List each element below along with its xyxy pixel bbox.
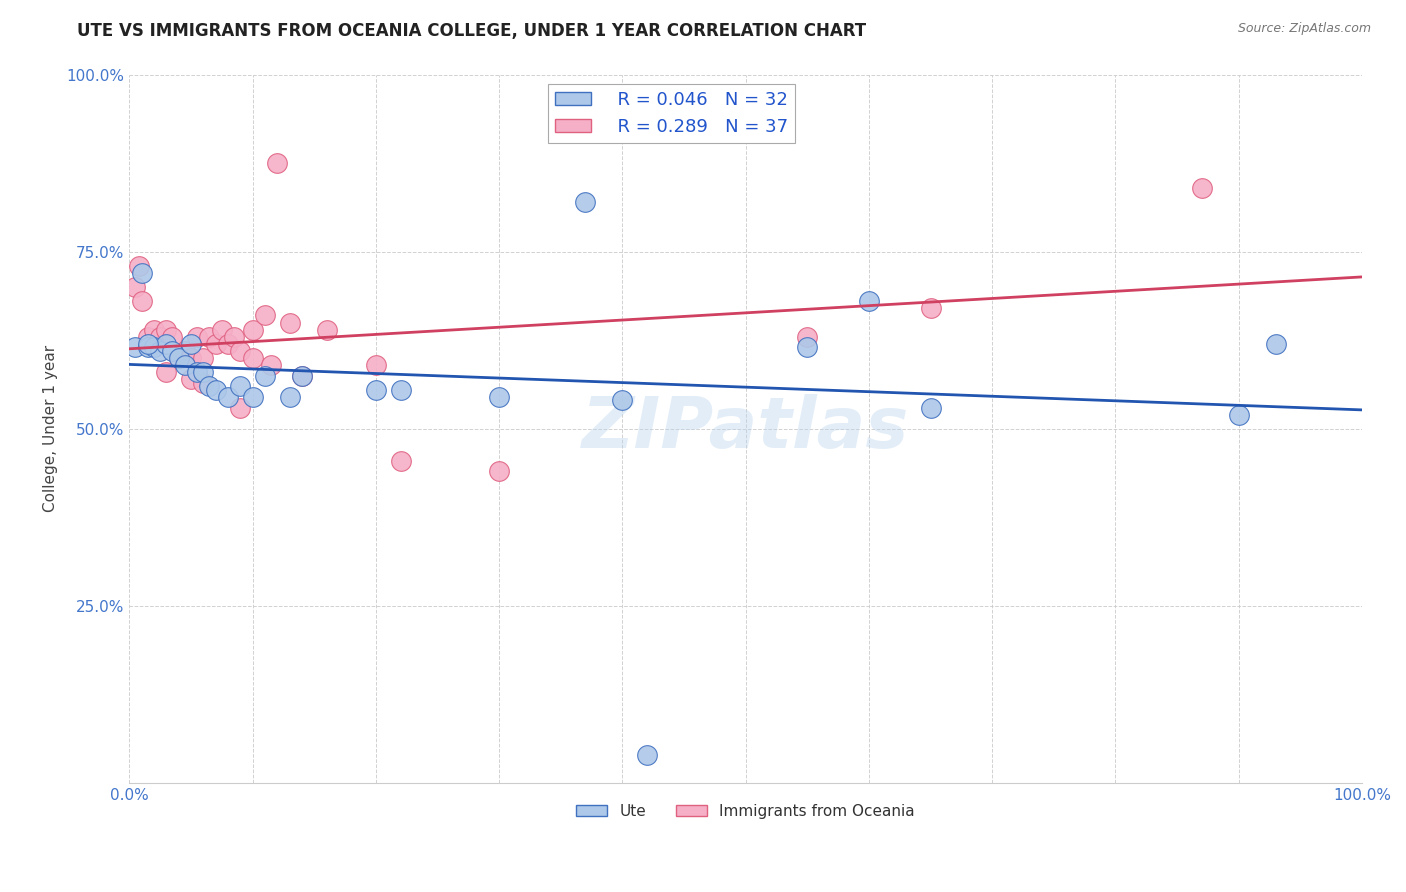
Point [136,329,159,343]
Point [260,358,283,372]
Point [278,316,301,330]
Point [131,266,153,280]
Point [242,322,264,336]
Point [574,195,596,210]
Point [211,322,233,336]
Point [612,393,634,408]
Point [167,351,190,365]
Y-axis label: College, Under 1 year: College, Under 1 year [44,345,58,512]
Point [136,336,159,351]
Point [180,336,202,351]
Point [315,322,337,336]
Point [920,301,942,316]
Point [136,340,159,354]
Point [389,453,412,467]
Point [204,336,226,351]
Point [229,379,252,393]
Point [180,372,202,386]
Point [364,358,387,372]
Point [389,383,412,397]
Point [143,340,166,354]
Point [920,401,942,415]
Point [242,351,264,365]
Point [488,390,510,404]
Point [149,329,172,343]
Point [124,280,146,294]
Point [266,156,288,170]
Point [291,368,314,383]
Point [186,329,208,343]
Point [167,351,190,365]
Point [204,383,226,397]
Point [180,351,202,365]
Point [1191,181,1213,195]
Point [162,329,184,343]
Point [222,329,245,343]
Point [155,322,177,336]
Point [364,383,387,397]
Point [149,343,172,358]
Point [162,343,184,358]
Point [131,294,153,309]
Point [186,365,208,379]
Point [198,379,221,393]
Point [143,322,166,336]
Point [217,336,239,351]
Text: ZIPatlas: ZIPatlas [582,394,910,463]
Point [173,343,195,358]
Point [796,340,818,354]
Point [193,376,215,390]
Point [253,309,276,323]
Point [217,390,239,404]
Point [155,336,177,351]
Point [193,365,215,379]
Point [155,365,177,379]
Point [488,464,510,478]
Legend: Ute, Immigrants from Oceania: Ute, Immigrants from Oceania [571,797,921,825]
Point [128,259,150,273]
Point [229,401,252,415]
Point [1227,408,1250,422]
Point [1264,336,1286,351]
Point [124,340,146,354]
Point [291,368,314,383]
Point [193,351,215,365]
Point [229,343,252,358]
Point [253,368,276,383]
Point [242,390,264,404]
Point [173,358,195,372]
Point [278,390,301,404]
Text: UTE VS IMMIGRANTS FROM OCEANIA COLLEGE, UNDER 1 YEAR CORRELATION CHART: UTE VS IMMIGRANTS FROM OCEANIA COLLEGE, … [77,22,866,40]
Point [198,329,221,343]
Point [796,329,818,343]
Text: Source: ZipAtlas.com: Source: ZipAtlas.com [1237,22,1371,36]
Point [858,294,880,309]
Point [636,747,658,762]
